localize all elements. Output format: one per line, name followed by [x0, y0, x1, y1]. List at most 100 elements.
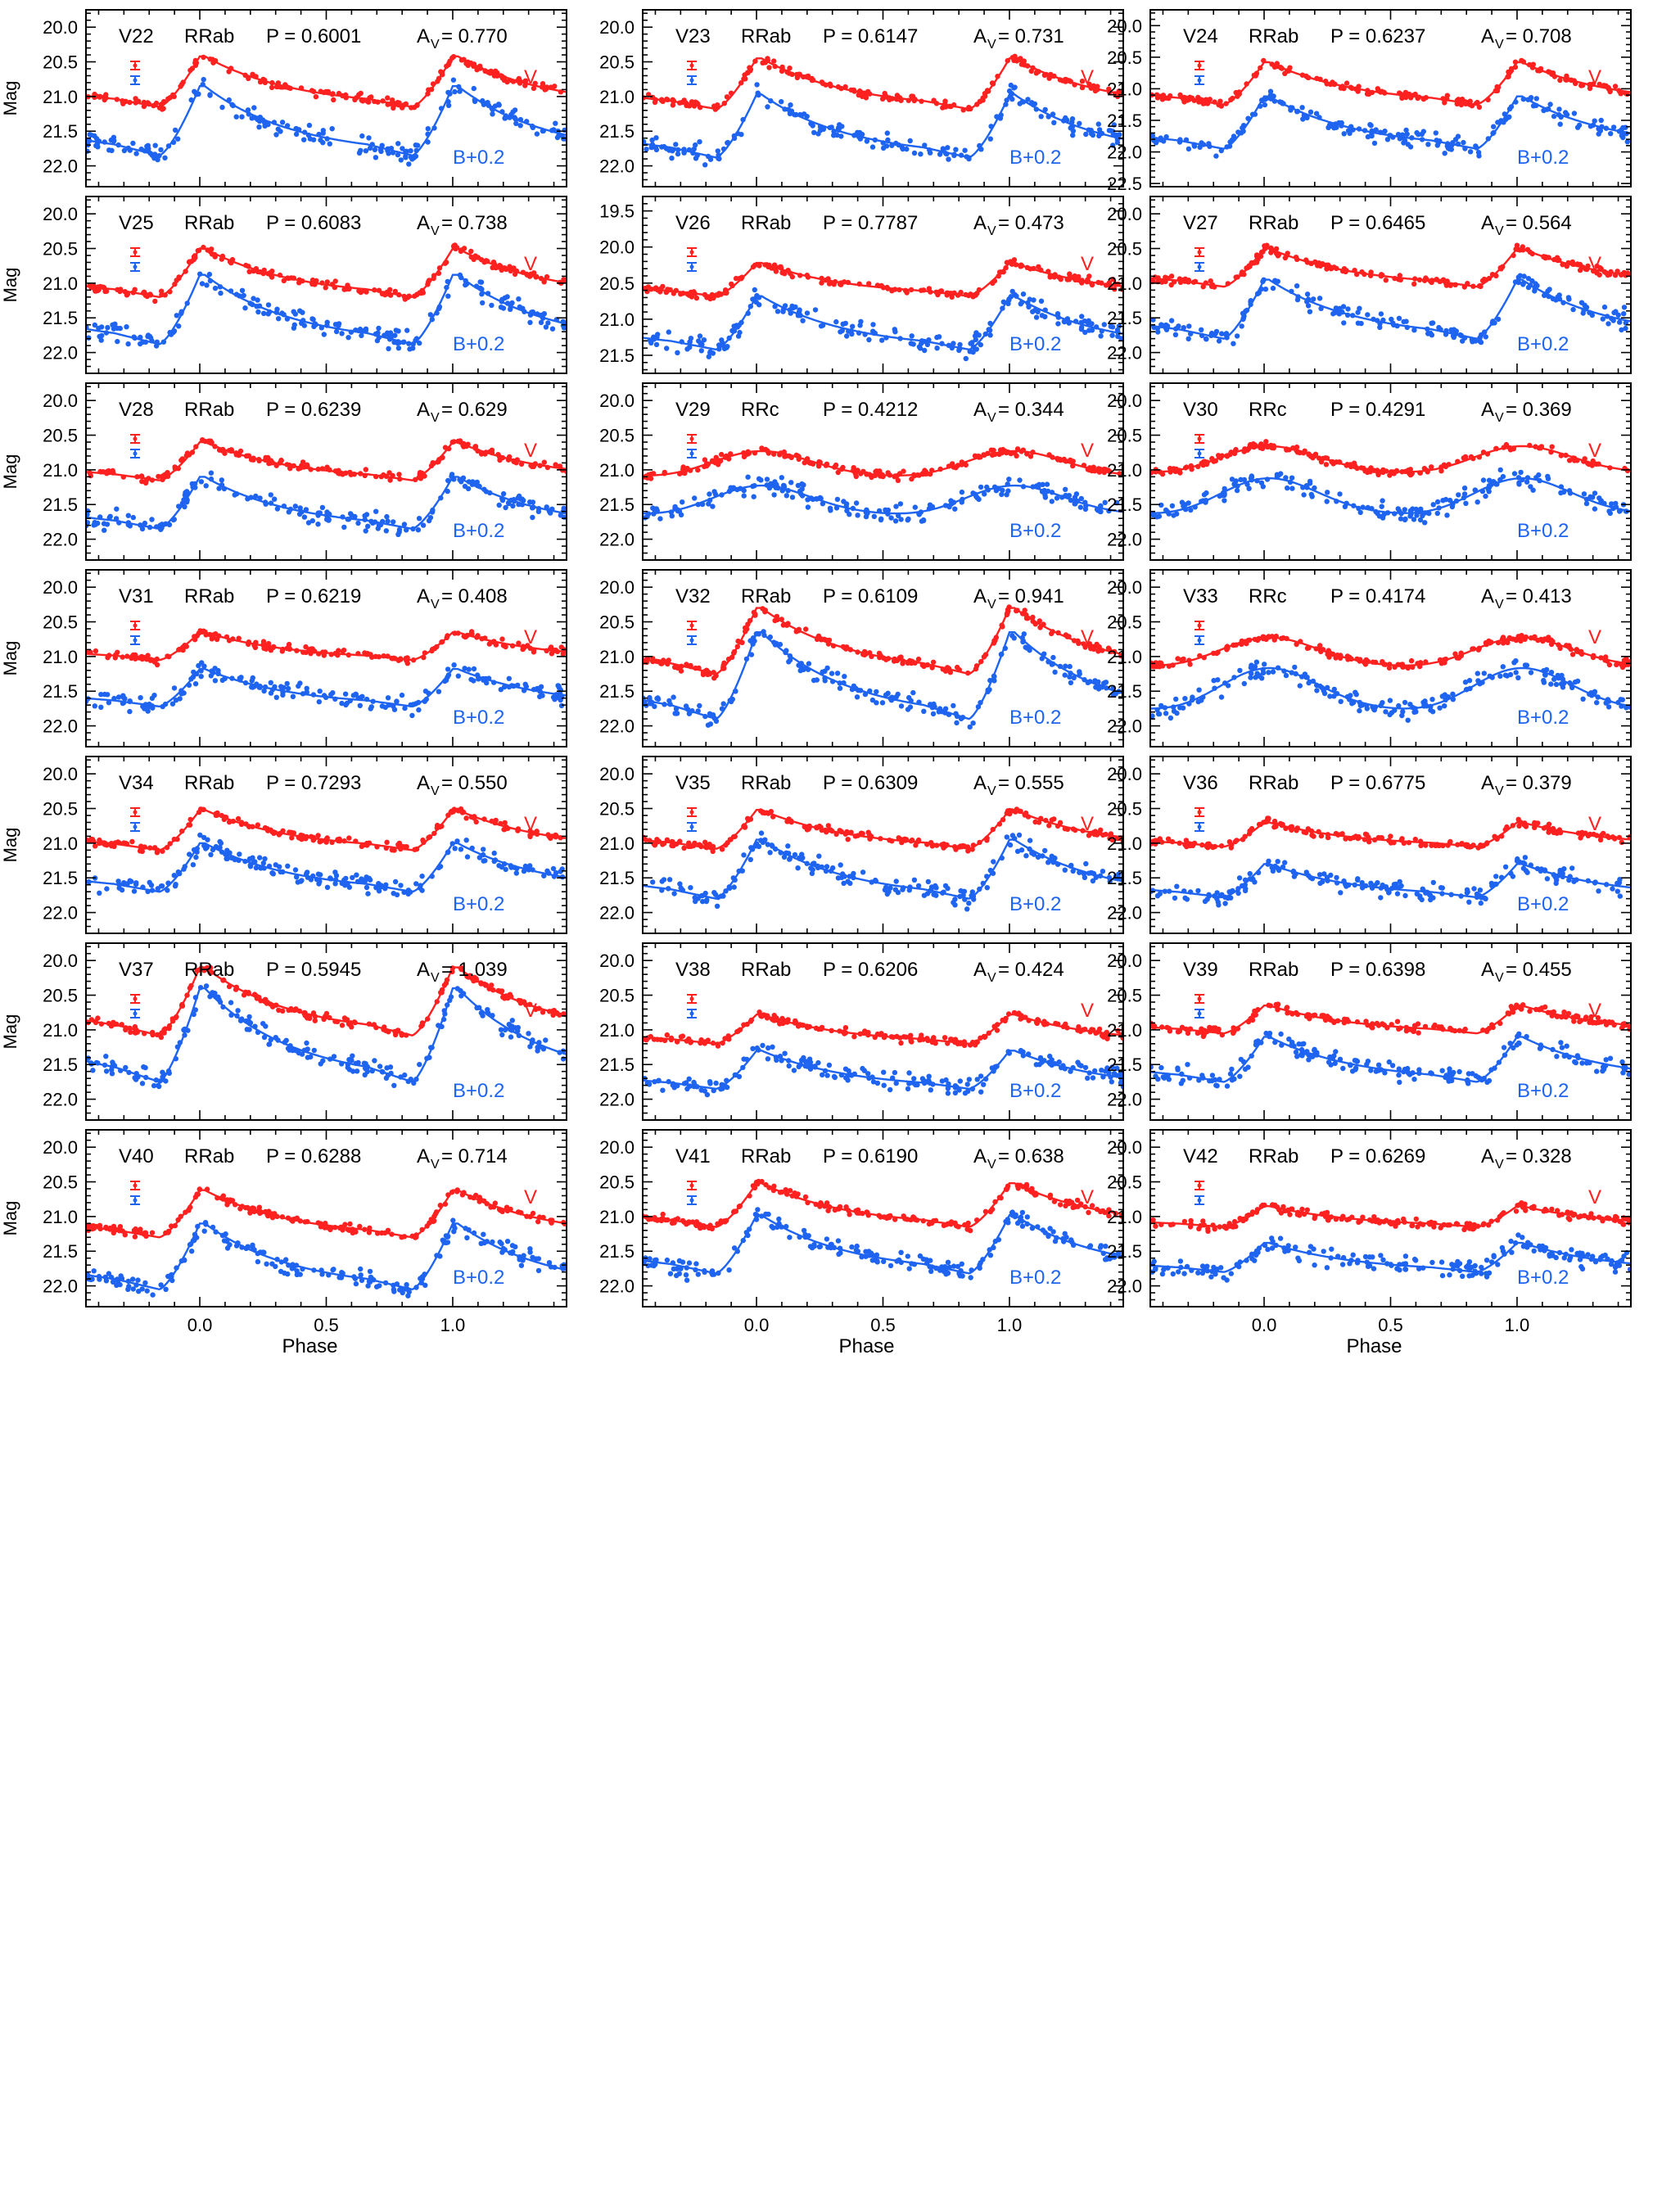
b-band-point [987, 332, 993, 338]
v-band-label: V [1588, 253, 1601, 275]
b-band-point [384, 513, 390, 520]
b-band-point [828, 508, 833, 513]
b-band-point [192, 681, 199, 687]
b-band-point [706, 501, 711, 507]
b-band-point [1355, 309, 1361, 315]
v-band-point [759, 445, 765, 451]
b-band-point [111, 326, 117, 332]
b-band-point [657, 516, 663, 522]
y-tick-label: 20.5 [1107, 426, 1142, 446]
b-band-point [1403, 127, 1409, 133]
v-band-label: V [1081, 440, 1094, 462]
b-band-point [888, 515, 894, 521]
b-band-fit-line [86, 85, 567, 157]
b-band-point [801, 111, 807, 117]
v-band-point [486, 641, 492, 647]
v-band-point [552, 84, 558, 89]
b-band-point [1425, 142, 1431, 147]
b-band-point [1528, 484, 1533, 490]
b-band-point [945, 145, 951, 151]
v-band-point [1612, 84, 1619, 89]
v-band-point [1438, 468, 1444, 474]
b-band-point [201, 76, 206, 83]
b-band-point [1004, 492, 1009, 498]
b-band-point [261, 688, 267, 694]
b-band-point [952, 506, 958, 512]
v-band-point [489, 447, 495, 453]
b-band-point [1610, 318, 1616, 323]
v-band-point [1086, 81, 1092, 88]
b-band-point [1380, 498, 1385, 504]
b-band-point [506, 675, 512, 681]
v-band-point [356, 92, 362, 97]
b-band-point [125, 513, 131, 518]
b-band-point [316, 699, 322, 705]
star-name: V28 [119, 399, 154, 421]
b-band-point [1158, 322, 1164, 327]
b-band-point [675, 350, 680, 355]
b-band-point [1030, 309, 1036, 314]
period-label: P = 0.7787 [823, 212, 918, 234]
b-band-point [111, 138, 117, 143]
b-band-point [702, 162, 708, 168]
y-tick-label: 20.0 [599, 391, 635, 411]
b-band-point [758, 477, 764, 483]
b-band-point [1040, 481, 1045, 487]
b-band-point [174, 313, 179, 318]
b-band-point [715, 148, 720, 154]
b-band-point [870, 322, 876, 327]
b-band-point [1006, 88, 1013, 94]
b-band-point [871, 513, 878, 519]
b-band-point [509, 300, 515, 306]
v-band-label: V [524, 253, 537, 275]
v-band-point [1605, 272, 1611, 278]
b-band-point [1204, 336, 1209, 342]
b-band-point [504, 294, 510, 300]
b-band-point [953, 147, 959, 152]
b-band-point [516, 296, 522, 302]
v-band-point [1207, 97, 1213, 102]
b-band-point [451, 662, 457, 668]
b-band-point [1044, 481, 1050, 487]
v-band-point [1383, 278, 1389, 283]
y-tick-label: 22.0 [43, 530, 78, 550]
b-band-label: B+0.2 [453, 147, 504, 169]
v-band-point [819, 280, 824, 286]
v-band-point [926, 286, 933, 291]
v-band-point [826, 281, 833, 287]
amplitude-value: = 0.473 [998, 212, 1064, 234]
b-band-point [158, 147, 164, 153]
v-band-point [909, 476, 915, 482]
b-band-point [373, 155, 379, 160]
v-band-point [1444, 93, 1451, 98]
b-band-point [1389, 316, 1394, 323]
b-band-point [1450, 328, 1456, 334]
b-band-point [775, 309, 781, 314]
b-band-point [301, 137, 307, 142]
b-band-point [177, 696, 183, 702]
b-band-point [376, 325, 382, 332]
b-band-point [251, 296, 256, 301]
b-band-point [653, 341, 660, 348]
b-band-point [904, 146, 910, 152]
b-band-point [697, 333, 703, 339]
v-band-point [1068, 457, 1073, 463]
b-band-point [92, 703, 98, 709]
b-band-point [425, 126, 431, 132]
v-band-point [95, 287, 101, 294]
b-band-point [1179, 499, 1185, 505]
b-band-point [843, 501, 850, 507]
b-band-point [1110, 142, 1116, 148]
b-band-point [558, 513, 563, 518]
b-band-point [1066, 493, 1073, 499]
b-band-point [1384, 137, 1391, 142]
v-band-label: V [1588, 440, 1601, 462]
b-band-point [445, 102, 452, 108]
b-band-point [649, 137, 655, 143]
b-band-point [414, 142, 421, 148]
b-band-point [1316, 296, 1323, 301]
v-band-point [1177, 92, 1183, 98]
